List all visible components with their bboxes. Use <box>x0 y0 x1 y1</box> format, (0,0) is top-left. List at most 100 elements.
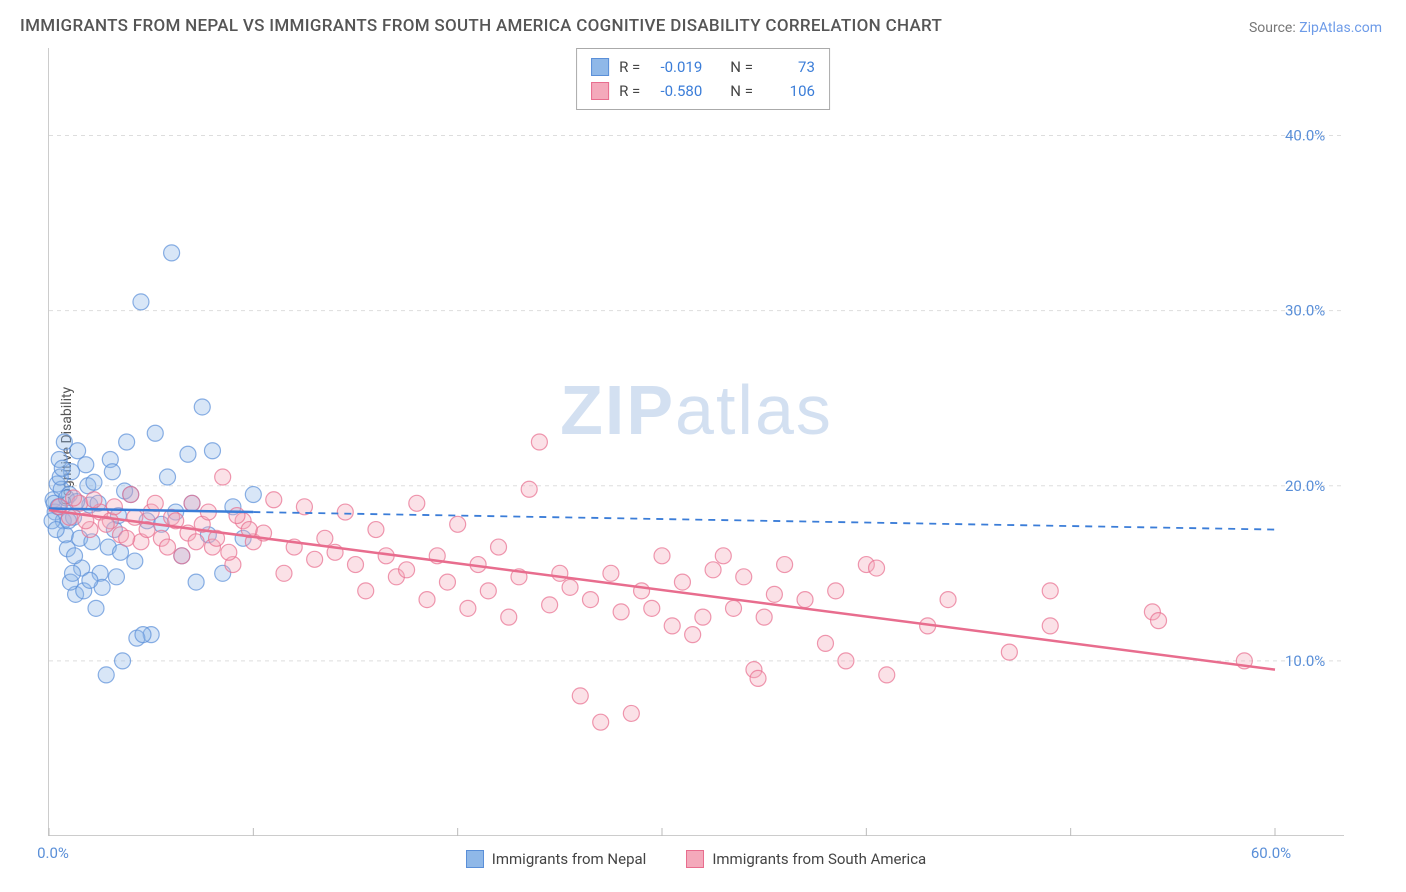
data-point <box>86 492 102 508</box>
data-point <box>160 539 176 555</box>
data-point <box>104 464 120 480</box>
data-point <box>135 627 151 643</box>
data-point <box>266 492 282 508</box>
data-point <box>180 446 196 462</box>
data-point <box>460 600 476 616</box>
data-point <box>317 530 333 546</box>
data-point <box>531 434 547 450</box>
data-point <box>368 522 384 538</box>
legend-label: Immigrants from South America <box>712 850 926 868</box>
data-point <box>450 516 466 532</box>
data-point <box>419 592 435 608</box>
data-point <box>194 399 210 415</box>
legend-swatch <box>591 58 609 76</box>
data-point <box>188 534 204 550</box>
data-point <box>276 565 292 581</box>
data-point <box>409 495 425 511</box>
data-point <box>215 469 231 485</box>
data-point <box>147 495 163 511</box>
n-value: 106 <box>763 79 815 103</box>
data-point <box>572 688 588 704</box>
data-point <box>56 434 72 450</box>
legend-item: Immigrants from Nepal <box>466 850 647 868</box>
data-point <box>562 579 578 595</box>
source-link[interactable]: ZipAtlas.com <box>1299 20 1382 36</box>
n-label: N = <box>730 55 753 79</box>
data-point <box>664 618 680 634</box>
data-point <box>348 557 364 573</box>
data-point <box>86 474 102 490</box>
data-point <box>654 548 670 564</box>
data-point <box>174 548 190 564</box>
data-point <box>644 600 660 616</box>
y-tick-label: 20.0% <box>1285 477 1325 495</box>
data-point <box>119 434 135 450</box>
data-point <box>188 574 204 590</box>
chart-svg: 10.0%20.0%30.0%40.0%0.0%60.0% <box>49 48 1344 835</box>
data-point <box>501 609 517 625</box>
data-point <box>750 670 766 686</box>
data-point <box>869 560 885 576</box>
data-point <box>623 705 639 721</box>
data-point <box>542 597 558 613</box>
data-point <box>521 481 537 497</box>
stats-legend-box: R =-0.019N =73R =-0.580N =106 <box>576 48 830 110</box>
data-point <box>603 565 619 581</box>
data-point <box>106 499 122 515</box>
legend-swatch <box>686 850 704 868</box>
data-point <box>736 569 752 585</box>
data-point <box>828 583 844 599</box>
data-point <box>133 294 149 310</box>
data-point <box>439 574 455 590</box>
stats-row: R =-0.019N =73 <box>591 55 815 79</box>
n-value: 73 <box>763 55 815 79</box>
legend-label: Immigrants from Nepal <box>492 850 647 868</box>
data-point <box>337 504 353 520</box>
data-point <box>82 572 98 588</box>
data-point <box>164 245 180 261</box>
data-point <box>695 609 711 625</box>
data-point <box>674 574 690 590</box>
data-point <box>726 600 742 616</box>
data-point <box>1042 618 1058 634</box>
data-point <box>229 508 245 524</box>
r-label: R = <box>619 55 640 79</box>
data-point <box>88 600 104 616</box>
source-attribution: Source: ZipAtlas.com <box>1249 20 1382 36</box>
data-point <box>613 604 629 620</box>
data-point <box>777 557 793 573</box>
data-point <box>817 635 833 651</box>
data-point <box>1151 613 1167 629</box>
y-tick-label: 30.0% <box>1285 302 1325 320</box>
data-point <box>879 667 895 683</box>
r-value: -0.580 <box>650 79 702 103</box>
data-point <box>491 539 507 555</box>
data-point <box>147 425 163 441</box>
data-point <box>119 530 135 546</box>
data-point <box>593 714 609 730</box>
y-tick-label: 10.0% <box>1285 652 1325 670</box>
data-point <box>221 544 237 560</box>
data-point <box>838 653 854 669</box>
data-point <box>108 569 124 585</box>
data-point <box>245 487 261 503</box>
data-point <box>399 562 415 578</box>
bottom-legend: Immigrants from Nepal Immigrants from Sou… <box>48 850 1344 868</box>
trend-line <box>49 510 1275 669</box>
data-point <box>54 460 70 476</box>
data-point <box>552 565 568 581</box>
chart-title: IMMIGRANTS FROM NEPAL VS IMMIGRANTS FROM… <box>20 16 942 36</box>
data-point <box>940 592 956 608</box>
data-point <box>115 653 131 669</box>
source-prefix: Source: <box>1249 20 1299 36</box>
data-point <box>160 469 176 485</box>
data-point <box>480 583 496 599</box>
trend-line-extension <box>253 512 1275 530</box>
data-point <box>307 551 323 567</box>
data-point <box>715 548 731 564</box>
stats-row: R =-0.580N =106 <box>591 79 815 103</box>
data-point <box>634 583 650 599</box>
data-point <box>204 443 220 459</box>
data-point <box>123 487 139 503</box>
data-point <box>797 592 813 608</box>
